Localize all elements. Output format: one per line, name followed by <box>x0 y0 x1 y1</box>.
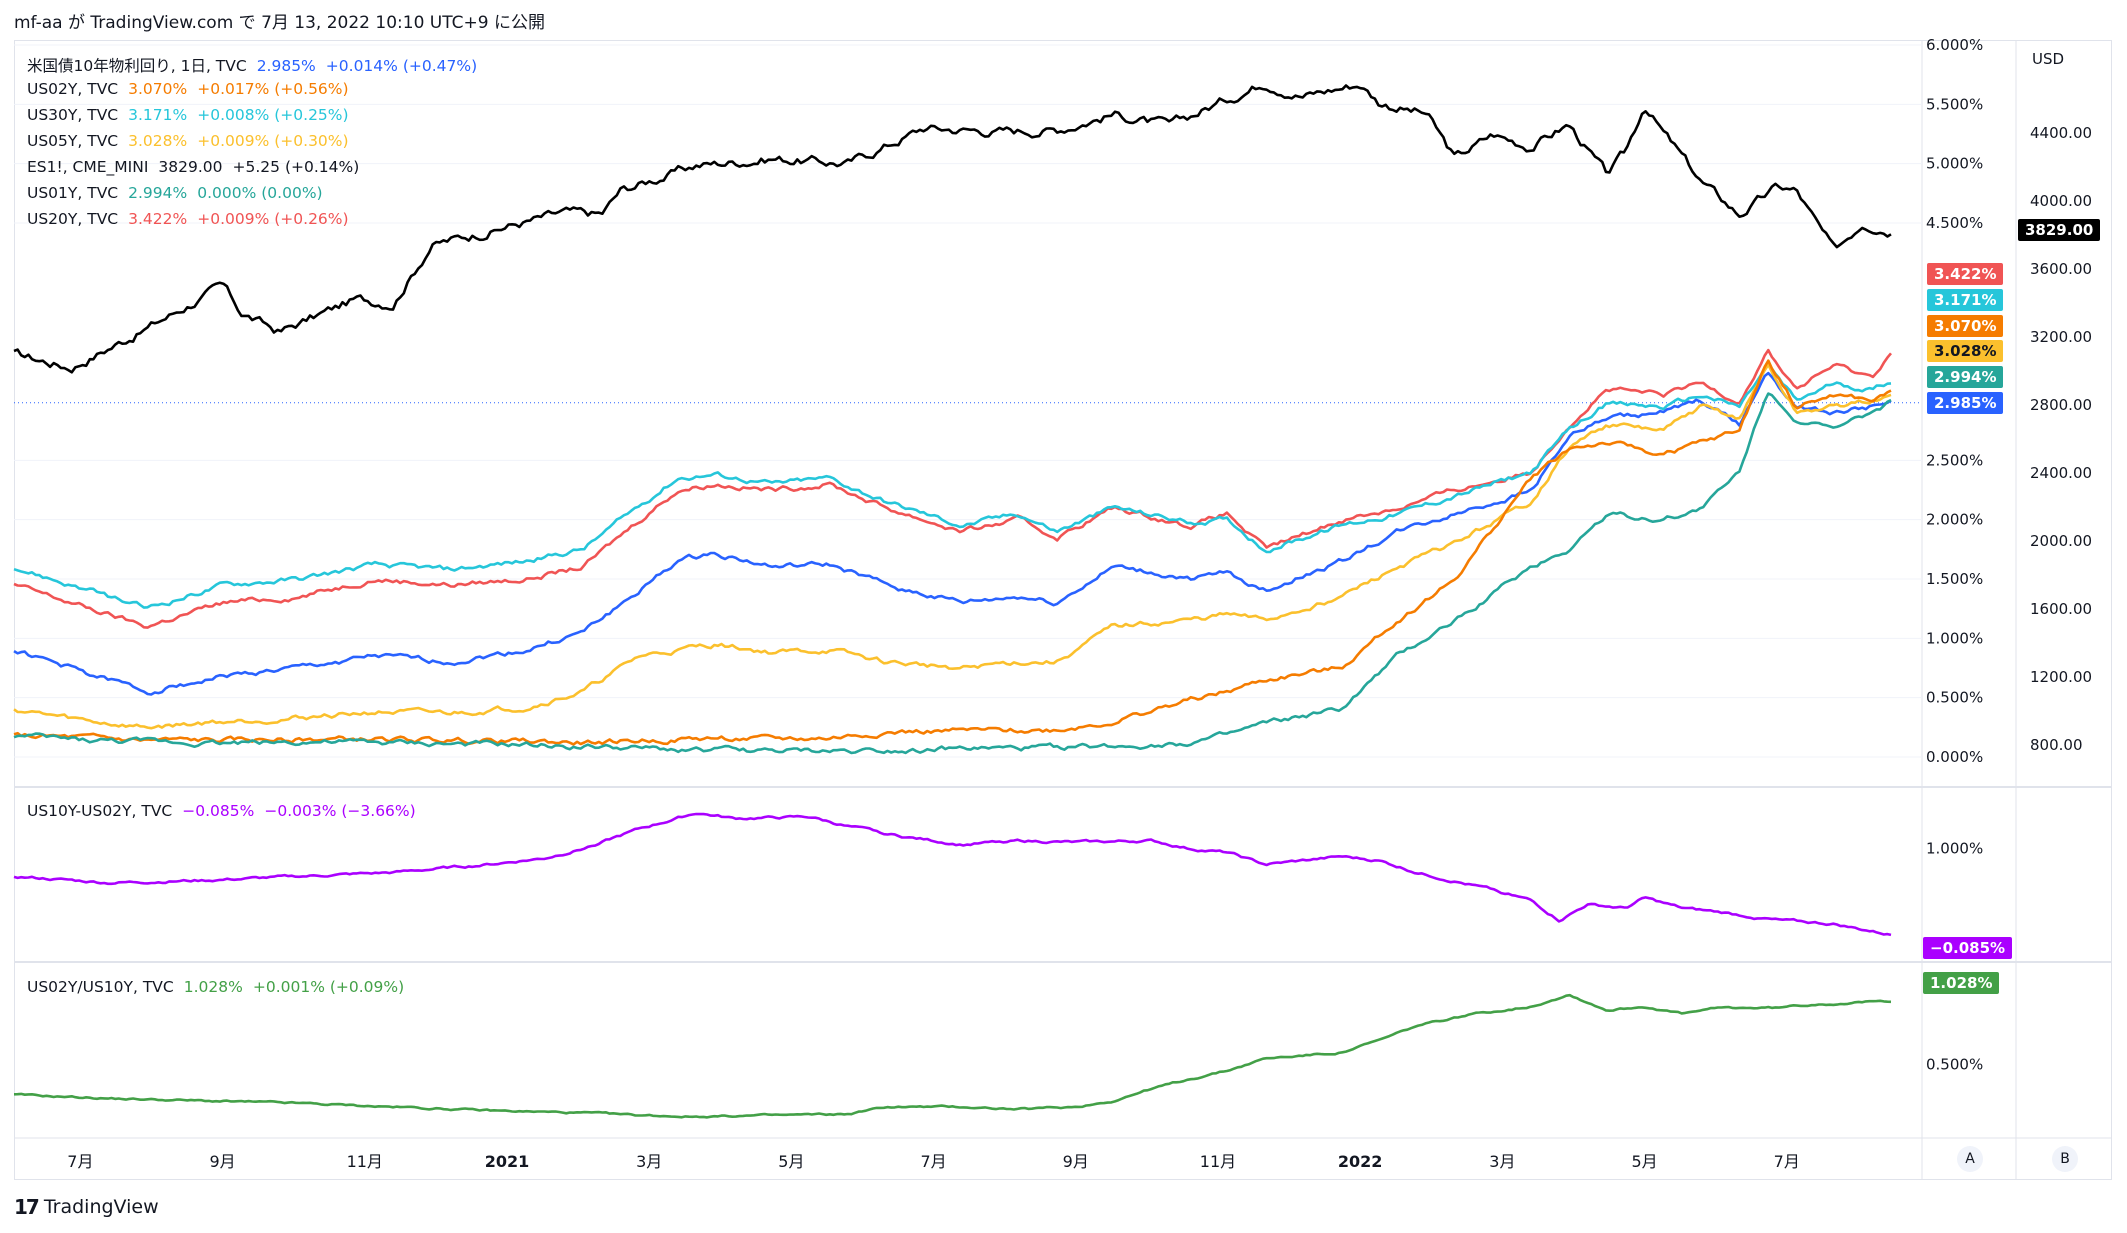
price-tag-us02y: 3.070% <box>1927 315 2004 337</box>
legend-value: 3.070% <box>128 80 188 98</box>
publish-header: mf-aa が TradingView.com で 7月 13, 2022 10… <box>14 13 545 33</box>
legend-value: 3.422% <box>128 210 188 228</box>
legend-value: 2.994% <box>128 184 188 202</box>
x-tick-label: 7月 <box>920 1152 946 1171</box>
y-tick-label: 0.000% <box>1926 748 1983 766</box>
legend-name: US02Y, TVC <box>27 80 119 98</box>
y-tick-label: 5.000% <box>1926 155 1983 173</box>
y-tick-label: 1.500% <box>1926 570 1983 588</box>
x-tick-label: 2021 <box>485 1152 530 1171</box>
legend-name: ES1!, CME_MINI <box>27 158 149 176</box>
legend-row: ES1!, CME_MINI 3829.00 +5.25 (+0.14%) <box>27 158 359 176</box>
legend-ratio: US02Y/US10Y, TVC 1.028% +0.001% (+0.09%) <box>27 978 404 996</box>
usd-tick-label: 2400.00 <box>2030 464 2092 482</box>
legend-ratio-name: US02Y/US10Y, TVC <box>27 978 174 996</box>
x-tick-label: 5月 <box>778 1152 804 1171</box>
ratio-tick-label: 0.500% <box>1926 1056 1983 1074</box>
series-line-spread <box>13 812 1892 937</box>
usd-tick-label: 800.00 <box>2030 736 2083 754</box>
x-tick-label: 7月 <box>67 1152 93 1171</box>
series-line-us01y <box>13 392 1892 755</box>
legend-name: US30Y, TVC <box>27 106 119 124</box>
price-tag-us30y: 3.171% <box>1927 289 2004 311</box>
usd-tick-label: 3600.00 <box>2030 260 2092 278</box>
price-tag-us20y: 3.422% <box>1927 263 2004 285</box>
y-tick-label: 5.500% <box>1926 95 1983 113</box>
price-tag-us10y: 2.985% <box>1927 392 2004 414</box>
x-tick-label: 9月 <box>209 1152 235 1171</box>
price-tag-spread: −0.085% <box>1923 937 2013 959</box>
price-tag-ratio: 1.028% <box>1923 972 2000 994</box>
scale-b-button[interactable]: B <box>2052 1146 2078 1172</box>
legend-row: US20Y, TVC 3.422% +0.009% (+0.26%) <box>27 210 349 228</box>
series-line-us20y <box>13 348 1892 629</box>
legend-change: +0.009% (+0.30%) <box>197 132 349 150</box>
legend-change: 0.000% (0.00%) <box>197 184 323 202</box>
price-tag-us01y: 2.994% <box>1927 366 2004 388</box>
y-tick-label: 6.000% <box>1926 36 1983 54</box>
legend-spread-name: US10Y-US02Y, TVC <box>27 802 173 820</box>
usd-tick-label: 4400.00 <box>2030 124 2092 142</box>
legend-row: US30Y, TVC 3.171% +0.008% (+0.25%) <box>27 106 349 124</box>
series-line-us30y <box>13 364 1892 609</box>
legend-change: +0.017% (+0.56%) <box>197 80 349 98</box>
series-line-es1 <box>13 84 1892 374</box>
legend-ratio-change: +0.001% (+0.09%) <box>252 978 405 996</box>
legend-row: US05Y, TVC 3.028% +0.009% (+0.30%) <box>27 132 349 150</box>
price-tag-us05y: 3.028% <box>1927 340 2004 362</box>
legend-name: US01Y, TVC <box>27 184 119 202</box>
legend-change: +5.25 (+0.14%) <box>232 158 360 176</box>
legend-row: 米国債10年物利回り, 1日, TVC 2.985% +0.014% (+0.47%… <box>27 54 477 76</box>
x-tick-label: 9月 <box>1063 1152 1089 1171</box>
x-tick-label: 11月 <box>1200 1152 1236 1171</box>
legend-value: 2.985% <box>256 57 316 75</box>
usd-tick-label: 4000.00 <box>2030 192 2092 210</box>
legend-spread: US10Y-US02Y, TVC −0.085% −0.003% (−3.66%) <box>27 802 416 820</box>
legend-change: +0.008% (+0.25%) <box>197 106 349 124</box>
x-tick-label: 11月 <box>347 1152 383 1171</box>
series-line-us10y <box>13 371 1892 696</box>
y-tick-label: 4.500% <box>1926 214 1983 232</box>
legend-name: 米国債10年物利回り, 1日, TVC <box>27 57 247 75</box>
footer: 17 TradingView <box>14 1195 159 1219</box>
x-tick-label: 7月 <box>1774 1152 1800 1171</box>
series-line-ratio <box>13 993 1892 1119</box>
currency-label: USD <box>2032 50 2065 68</box>
legend-spread-value: −0.085% <box>182 802 255 820</box>
legend-row: US01Y, TVC 2.994% 0.000% (0.00%) <box>27 184 323 202</box>
legend-name: US05Y, TVC <box>27 132 119 150</box>
series-line-us05y <box>13 363 1892 730</box>
y-tick-label: 2.000% <box>1926 511 1983 529</box>
x-tick-label: 3月 <box>636 1152 662 1171</box>
x-tick-label: 5月 <box>1631 1152 1657 1171</box>
legend-value: 3829.00 <box>158 158 223 176</box>
usd-tick-label: 2800.00 <box>2030 396 2092 414</box>
legend-change: +0.014% (+0.47%) <box>325 57 478 75</box>
legend-change: +0.009% (+0.26%) <box>197 210 349 228</box>
footer-brand: TradingView <box>43 1196 159 1218</box>
auto-scale-button[interactable]: A <box>1957 1146 1983 1172</box>
tradingview-logo-icon: 17 <box>14 1195 40 1219</box>
legend-value: 3.028% <box>128 132 188 150</box>
legend-ratio-value: 1.028% <box>183 978 243 996</box>
legend-row: US02Y, TVC 3.070% +0.017% (+0.56%) <box>27 80 349 98</box>
legend-name: US20Y, TVC <box>27 210 119 228</box>
usd-tick-label: 3200.00 <box>2030 328 2092 346</box>
price-tag-es: 3829.00 <box>2018 219 2101 241</box>
spread-tick-label: 1.000% <box>1926 840 1983 858</box>
y-tick-label: 1.000% <box>1926 629 1983 647</box>
y-tick-label: 0.500% <box>1926 689 1983 707</box>
y-tick-label: 2.500% <box>1926 451 1983 469</box>
x-tick-label: 3月 <box>1489 1152 1515 1171</box>
usd-tick-label: 1600.00 <box>2030 600 2092 618</box>
series-line-us02y <box>13 359 1892 746</box>
x-tick-label: 2022 <box>1338 1152 1383 1171</box>
legend-spread-change: −0.003% (−3.66%) <box>264 802 416 820</box>
legend-value: 3.171% <box>128 106 188 124</box>
usd-tick-label: 2000.00 <box>2030 532 2092 550</box>
chart-frame <box>14 40 2112 1180</box>
usd-tick-label: 1200.00 <box>2030 668 2092 686</box>
